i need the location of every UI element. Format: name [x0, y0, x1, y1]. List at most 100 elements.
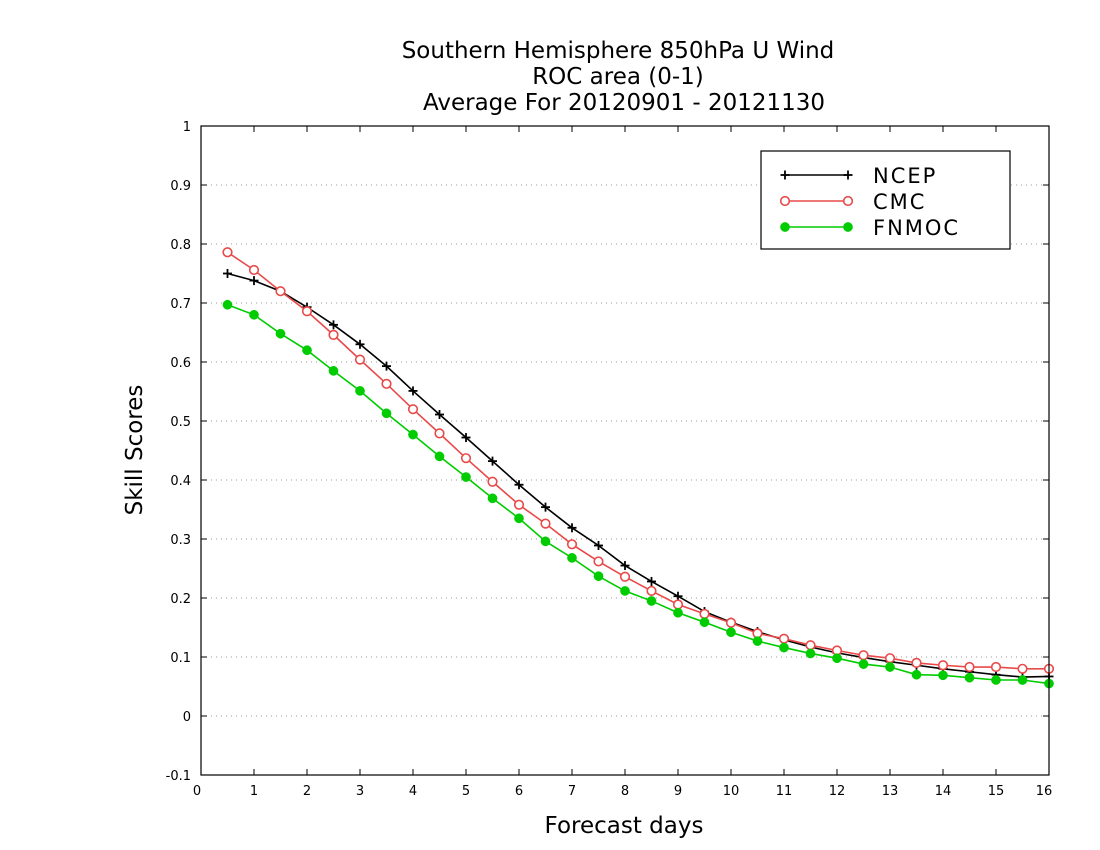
fnmoc-point [938, 670, 948, 681]
series-cmc [222, 247, 1055, 674]
legend-item-fnmoc: FNMOC [780, 216, 960, 240]
cmc-point [725, 617, 737, 628]
ncep-point [382, 361, 391, 371]
series-line-fnmoc [227, 304, 1050, 685]
fnmoc-point [885, 662, 895, 672]
cmc-point [699, 608, 710, 620]
fnmoc-point [593, 571, 604, 582]
legend-cmc-point [842, 195, 854, 207]
fnmoc-point [408, 429, 418, 440]
y-tick-label: 0.1 [170, 651, 191, 666]
cmc-point [301, 306, 313, 317]
ncep-point [461, 433, 471, 443]
legend-ncep-point [843, 170, 853, 180]
fnmoc-point [1017, 675, 1028, 685]
fnmoc-point [540, 536, 551, 547]
x-tick-label: 1 [250, 784, 258, 799]
cmc-point [672, 599, 684, 610]
fnmoc-point [275, 328, 286, 339]
fnmoc-point [620, 586, 630, 596]
legend-fnmoc-point [780, 222, 790, 232]
cmc-point [646, 585, 657, 597]
series-line-cmc [227, 251, 1049, 670]
x-tick-label: 2 [303, 784, 311, 799]
y-tick-label: 0 [183, 710, 191, 725]
ncep-point [567, 523, 577, 533]
fnmoc-point [355, 386, 365, 396]
ncep-point [673, 591, 683, 601]
series-ncep [223, 269, 1054, 682]
cmc-point [619, 571, 631, 582]
cmc-point [381, 378, 392, 389]
ncep-point [594, 540, 603, 550]
y-tick-label: 0.3 [170, 533, 191, 548]
legend-label-fnmoc: FNMOC [873, 216, 960, 240]
cmc-point [540, 518, 551, 529]
fnmoc-point [805, 648, 816, 659]
y-tick-label: 0.6 [170, 356, 191, 371]
cmc-point [778, 633, 790, 644]
grid [201, 184, 1049, 717]
y-tick-label: -0.1 [166, 769, 191, 784]
chart-title: Southern Hemisphere 850hPa U Wind ROC ar… [402, 38, 835, 116]
legend-label-cmc: CMC [873, 190, 926, 214]
ncep-point [514, 480, 524, 490]
cmc-point [884, 653, 896, 664]
x-tick-label: 6 [515, 784, 523, 799]
ncep-point [249, 276, 259, 286]
ncep-point [620, 561, 630, 571]
cmc-point [248, 264, 260, 276]
cmc-point [354, 354, 366, 365]
x-axis-label: Forecast days [545, 813, 704, 839]
x-tick-label: 14 [935, 784, 952, 799]
y-tick-label: 0.4 [170, 474, 191, 489]
y-axis-label: Skill Scores [122, 385, 148, 516]
cmc-point [434, 428, 445, 439]
fnmoc-point [832, 653, 842, 664]
cmc-point [937, 660, 949, 671]
cmc-point [222, 247, 233, 258]
fnmoc-point [381, 408, 392, 419]
y-tick-label: 0.9 [170, 179, 191, 194]
fnmoc-point [646, 596, 657, 606]
legend-fnmoc-point [843, 222, 853, 232]
x-tick-label: 9 [674, 784, 682, 799]
fnmoc-point [249, 309, 259, 320]
fnmoc-point [222, 299, 233, 310]
x-tick-label: 3 [356, 784, 364, 799]
cmc-point [460, 453, 472, 464]
x-tick-label: 11 [776, 784, 793, 799]
cmc-point [990, 661, 1002, 673]
cmc-point [911, 657, 922, 669]
chart-title-line-3: Average For 20120901 - 20121130 [423, 90, 825, 116]
fnmoc-point [779, 642, 789, 653]
fnmoc-point [858, 659, 869, 669]
series-line-ncep [227, 272, 1050, 678]
ncep-point [541, 502, 550, 512]
fnmoc-point [328, 366, 339, 376]
fnmoc-point [673, 607, 683, 618]
cmc-point [964, 661, 975, 673]
fnmoc-point [567, 553, 577, 563]
x-tick-label: 8 [621, 784, 629, 799]
series-fnmoc [222, 299, 1054, 689]
cmc-point [1017, 663, 1028, 674]
x-tick-label: 15 [988, 784, 1005, 799]
chart-title-line-1: Southern Hemisphere 850hPa U Wind [402, 38, 835, 64]
ncep-point [435, 410, 444, 420]
cmc-point [805, 640, 816, 651]
ncep-point [329, 320, 338, 330]
y-axis: -0.1 0 0.1 0.2 0.3 0.4 0.5 0.6 0.7 0.8 0.9 1 [166, 120, 1049, 784]
fnmoc-point [434, 451, 445, 462]
x-tick-label: 4 [409, 784, 417, 799]
cmc-point [275, 286, 286, 297]
legend-item-cmc: CMC [779, 190, 926, 214]
cmc-point [513, 499, 525, 510]
y-tick-label: 0.5 [170, 415, 191, 430]
legend-item-ncep: NCEP [780, 164, 935, 188]
fnmoc-point [699, 617, 710, 628]
fnmoc-point [991, 675, 1001, 685]
ncep-point [647, 576, 656, 586]
fnmoc-point [302, 345, 312, 356]
